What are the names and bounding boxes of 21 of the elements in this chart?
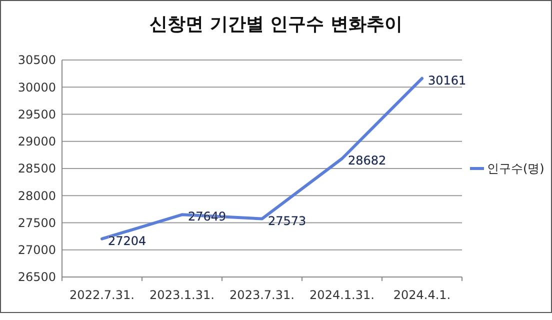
x-tick-label: 2024.4.1. — [393, 288, 451, 302]
y-tick-label: 29000 — [18, 134, 56, 149]
x-tick-label: 2023.1.31. — [150, 288, 214, 302]
data-label: 30161 — [428, 73, 466, 88]
x-tick-label: 2023.7.31. — [230, 288, 294, 302]
x-tick-label: 2022.7.31. — [70, 288, 134, 302]
data-label: 27204 — [108, 234, 146, 248]
y-tick-label: 26500 — [18, 270, 56, 284]
y-tick-label: 30000 — [18, 80, 56, 94]
chart-title: 신창면 기간별 인구수 변화추이 — [150, 14, 402, 35]
y-tick-label: 30500 — [18, 53, 56, 68]
y-tick-label: 27500 — [18, 216, 56, 230]
y-tick-label: 29500 — [18, 107, 56, 122]
legend-label: 인구수(명) — [487, 162, 544, 176]
x-tick-label: 2024.1.31. — [310, 288, 374, 302]
data-label: 28682 — [348, 154, 386, 168]
y-tick-label: 27000 — [18, 243, 56, 258]
y-tick-label: 28000 — [18, 188, 56, 203]
data-label: 27649 — [188, 210, 226, 224]
data-label: 27573 — [268, 214, 306, 228]
y-tick-label: 28500 — [18, 162, 56, 176]
